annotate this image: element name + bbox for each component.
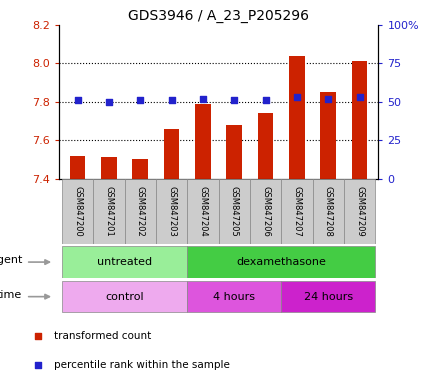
Bar: [187, 281, 281, 312]
Bar: [218, 179, 250, 244]
Text: GSM847201: GSM847201: [104, 186, 113, 237]
Point: [34, 362, 41, 368]
Bar: [155, 179, 187, 244]
Point: [355, 94, 362, 100]
Bar: [187, 247, 375, 278]
Bar: [257, 113, 273, 179]
Bar: [69, 156, 85, 179]
Bar: [194, 104, 210, 179]
Point: [262, 97, 269, 103]
Bar: [226, 125, 242, 179]
Bar: [351, 61, 367, 179]
Bar: [320, 92, 335, 179]
Text: GSM847202: GSM847202: [135, 186, 145, 237]
Text: control: control: [105, 291, 144, 302]
Bar: [163, 129, 179, 179]
Text: percentile rank within the sample: percentile rank within the sample: [54, 360, 229, 370]
Text: 4 hours: 4 hours: [213, 291, 255, 302]
Bar: [132, 159, 148, 179]
Point: [230, 97, 237, 103]
Text: GSM847205: GSM847205: [229, 186, 238, 237]
Point: [136, 97, 143, 103]
Bar: [281, 179, 312, 244]
Bar: [312, 179, 343, 244]
Text: 24 hours: 24 hours: [303, 291, 352, 302]
Text: GSM847204: GSM847204: [198, 186, 207, 237]
Bar: [187, 179, 218, 244]
Bar: [93, 179, 124, 244]
Text: GSM847206: GSM847206: [260, 186, 270, 237]
Text: dexamethasone: dexamethasone: [236, 257, 326, 267]
Text: GSM847200: GSM847200: [73, 186, 82, 237]
Bar: [62, 247, 187, 278]
Bar: [343, 179, 375, 244]
Bar: [124, 179, 155, 244]
Text: time: time: [0, 290, 22, 300]
Point: [293, 94, 300, 100]
Text: transformed count: transformed count: [54, 331, 151, 341]
Point: [168, 97, 174, 103]
Bar: [289, 56, 304, 179]
Point: [105, 99, 112, 105]
Point: [199, 96, 206, 102]
Bar: [250, 179, 281, 244]
Text: agent: agent: [0, 255, 22, 265]
Text: GSM847207: GSM847207: [292, 186, 301, 237]
Point: [324, 96, 331, 102]
Text: GSM847209: GSM847209: [354, 186, 363, 237]
Bar: [281, 281, 375, 312]
Bar: [62, 179, 93, 244]
Text: GSM847203: GSM847203: [167, 186, 176, 237]
Bar: [62, 281, 187, 312]
Bar: [101, 157, 116, 179]
Text: untreated: untreated: [97, 257, 152, 267]
Point: [34, 333, 41, 339]
Text: GSM847208: GSM847208: [323, 186, 332, 237]
Point: [74, 97, 81, 103]
Title: GDS3946 / A_23_P205296: GDS3946 / A_23_P205296: [128, 8, 309, 23]
